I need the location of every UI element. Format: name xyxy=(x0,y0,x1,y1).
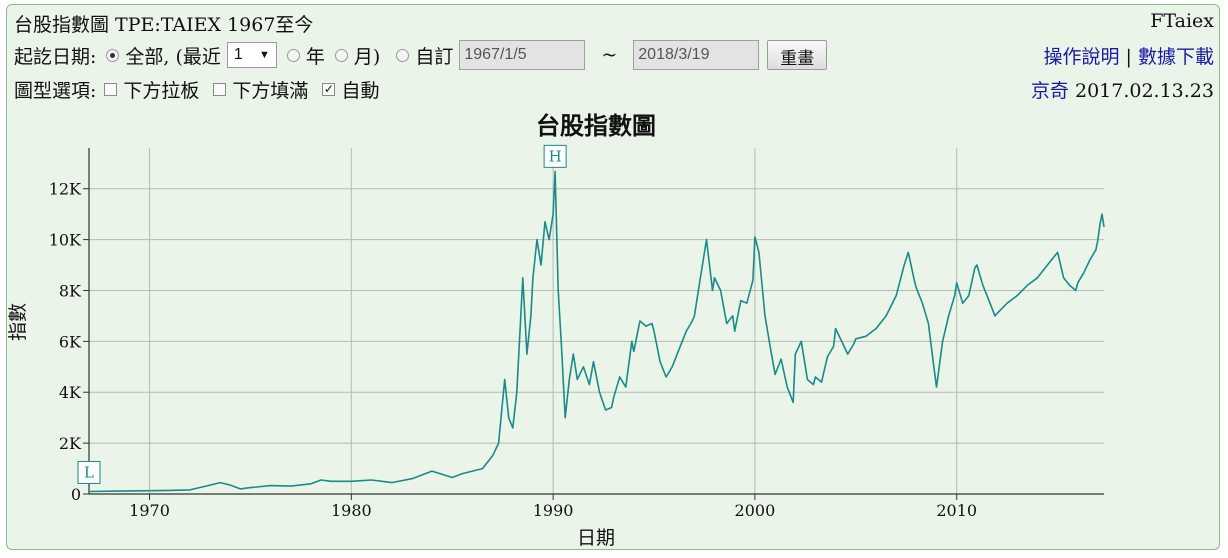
radio-month-label: 月) xyxy=(353,45,381,68)
x-tick-label: 2000 xyxy=(735,501,776,520)
recent-select[interactable]: 1 ▼ xyxy=(226,42,277,68)
y-tick-label: 12K xyxy=(49,180,82,199)
recent-value: 1 xyxy=(233,46,243,63)
credit-date: 2017.02.13.23 xyxy=(1074,80,1214,102)
y-tick-label: 0 xyxy=(71,485,81,504)
x-tick-label: 1970 xyxy=(129,501,170,520)
radio-custom[interactable] xyxy=(396,48,410,62)
radio-year[interactable] xyxy=(286,48,300,62)
end-date-input[interactable]: 2018/3/19 xyxy=(633,40,760,70)
checkbox-auto-label: 自動 xyxy=(341,80,380,102)
checkbox-lower-fill-label: 下方填滿 xyxy=(232,80,309,102)
y-tick-label: 4K xyxy=(59,383,82,402)
credit-row: 京奇 2017.02.13.23 xyxy=(1031,76,1214,103)
index-line xyxy=(88,170,1105,493)
y-tick-label: 2K xyxy=(59,434,82,453)
y-tick-label: 10K xyxy=(49,231,82,250)
header-links: 操作說明 | 數據下載 xyxy=(1043,42,1214,69)
x-tick-label: 1980 xyxy=(331,501,372,520)
low-marker-label: L xyxy=(84,463,94,481)
y-tick-label: 8K xyxy=(59,281,82,300)
credit-link[interactable]: 京奇 xyxy=(1030,80,1069,102)
link-separator: | xyxy=(1125,46,1132,68)
x-axis-label: 日期 xyxy=(577,527,615,549)
marker-box xyxy=(77,460,101,484)
help-link[interactable]: 操作說明 xyxy=(1043,46,1120,68)
date-range-row: 起訖日期: 全部, (最近 1 ▼ 年 月) 自訂 1967/1/5 ~ 201… xyxy=(14,40,828,70)
marker-box xyxy=(543,144,567,168)
page-title: 台股指數圖 TPE:TAIEX 1967至今 xyxy=(14,14,314,36)
radio-month[interactable] xyxy=(334,48,348,62)
y-tick-label: 6K xyxy=(59,332,82,351)
header-title-row: 台股指數圖 TPE:TAIEX 1967至今 xyxy=(14,10,313,37)
y-axis-label: 指數 xyxy=(7,303,29,341)
checkbox-lower-fill[interactable] xyxy=(213,83,227,96)
range-label: 起訖日期: xyxy=(14,45,97,68)
radio-all[interactable] xyxy=(106,48,120,62)
high-marker-label: H xyxy=(549,147,562,165)
download-link[interactable]: 數據下載 xyxy=(1137,46,1214,68)
chevron-down-icon: ▼ xyxy=(259,49,270,61)
checkbox-lower-drag[interactable] xyxy=(104,83,118,96)
checkbox-auto[interactable]: ✓ xyxy=(322,82,336,96)
radio-all-label: 全部, (最近 xyxy=(125,45,221,68)
x-tick-label: 1990 xyxy=(533,501,574,520)
redraw-button[interactable]: 重畫 xyxy=(767,40,828,70)
x-tick-label: 2010 xyxy=(936,501,977,520)
range-tilde: ~ xyxy=(601,44,618,66)
chart-title: 台股指數圖 xyxy=(536,111,656,140)
brand-label: FTaiex xyxy=(1150,10,1214,32)
checkbox-lower-drag-label: 下方拉板 xyxy=(123,80,200,102)
start-date-input[interactable]: 1967/1/5 xyxy=(459,40,586,70)
chart-options-label: 圖型選項: xyxy=(14,80,97,102)
chart-options-row: 圖型選項: 下方拉板 下方填滿 ✓ 自動 xyxy=(14,76,379,103)
radio-custom-label: 自訂 xyxy=(415,45,454,68)
chart-panel xyxy=(6,4,1220,550)
radio-year-label: 年 xyxy=(305,45,325,68)
